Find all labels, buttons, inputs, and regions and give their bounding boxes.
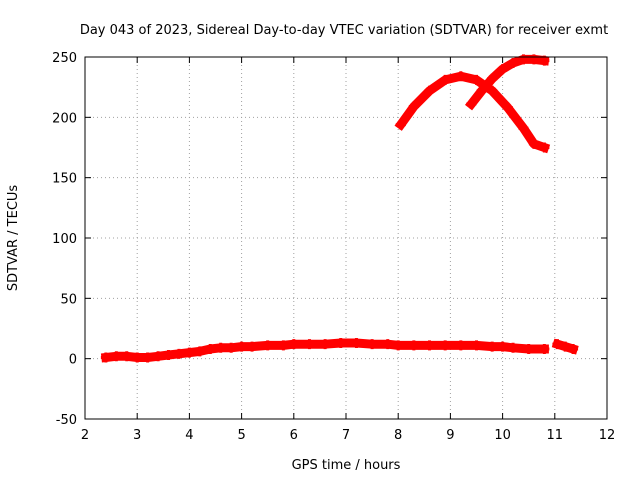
data-point xyxy=(278,340,289,351)
data-point xyxy=(205,344,216,355)
data-point xyxy=(351,337,362,348)
data-point xyxy=(508,58,519,69)
data-point xyxy=(476,85,487,96)
data-point xyxy=(497,341,508,352)
x-tick-label: 10 xyxy=(494,428,511,443)
series-line xyxy=(394,71,551,154)
y-tick-label: 200 xyxy=(52,111,77,126)
y-tick-label: 100 xyxy=(52,232,77,247)
data-point xyxy=(121,351,132,362)
data-point xyxy=(455,71,466,82)
x-tick-label: 2 xyxy=(81,428,89,443)
data-point xyxy=(395,119,406,130)
data-point xyxy=(215,342,226,353)
data-point xyxy=(539,142,550,153)
data-point xyxy=(539,344,550,355)
data-point xyxy=(153,351,164,362)
chart-title: Day 043 of 2023, Sidereal Day-to-day VTE… xyxy=(80,23,608,38)
data-point xyxy=(508,342,519,353)
data-marks xyxy=(100,54,579,363)
y-tick-label: -50 xyxy=(56,413,77,428)
data-point xyxy=(424,85,435,96)
data-point xyxy=(455,340,466,351)
data-point xyxy=(528,138,539,149)
data-point xyxy=(288,339,299,350)
x-tick-label: 11 xyxy=(547,428,564,443)
y-tick-label: 150 xyxy=(52,172,77,187)
data-point xyxy=(335,337,346,348)
tick-marks xyxy=(84,56,608,420)
data-point xyxy=(304,339,315,350)
data-point xyxy=(552,339,563,350)
data-point xyxy=(487,85,498,96)
data-point xyxy=(518,54,529,65)
data-point xyxy=(424,340,435,351)
grid-lines xyxy=(85,57,607,419)
x-tick-label: 5 xyxy=(237,428,245,443)
data-point xyxy=(100,352,111,363)
data-point xyxy=(466,99,477,110)
data-point xyxy=(382,339,393,350)
data-point xyxy=(502,102,513,113)
data-point xyxy=(393,340,404,351)
x-tick-label: 3 xyxy=(133,428,141,443)
data-point xyxy=(528,54,539,65)
tick-labels: 2 3 4 5 6 7 8 9 10 11 12 -50 0 50 100 150 200 250 xyxy=(52,51,615,443)
data-point xyxy=(568,344,579,355)
data-point xyxy=(247,341,258,352)
x-tick-label: 12 xyxy=(599,428,616,443)
data-point xyxy=(367,339,378,350)
data-point xyxy=(226,342,237,353)
data-point xyxy=(487,73,498,84)
y-tick-label: 50 xyxy=(60,292,77,307)
data-point xyxy=(262,340,273,351)
x-tick-label: 8 xyxy=(394,428,402,443)
data-point xyxy=(487,341,498,352)
y-axis-label: SDTVAR / TECUs xyxy=(6,185,21,292)
data-point xyxy=(497,64,508,75)
x-tick-label: 9 xyxy=(446,428,454,443)
data-point xyxy=(194,346,205,357)
data-point xyxy=(560,341,571,352)
data-point xyxy=(236,341,247,352)
data-point xyxy=(408,340,419,351)
data-point xyxy=(523,344,534,355)
data-point xyxy=(163,350,174,361)
x-tick-label: 7 xyxy=(342,428,350,443)
y-tick-label: 0 xyxy=(69,353,77,368)
data-point xyxy=(471,74,482,85)
data-point xyxy=(111,351,122,362)
x-axis-label: GPS time / hours xyxy=(292,458,401,473)
data-point xyxy=(471,340,482,351)
data-point xyxy=(320,339,331,350)
x-tick-label: 6 xyxy=(290,428,298,443)
data-point xyxy=(184,347,195,358)
data-point xyxy=(518,123,529,134)
x-tick-label: 4 xyxy=(185,428,193,443)
data-point xyxy=(440,340,451,351)
data-point xyxy=(132,352,143,363)
data-point xyxy=(408,101,419,112)
data-point xyxy=(440,74,451,85)
y-tick-label: 250 xyxy=(52,51,77,66)
data-point xyxy=(173,348,184,359)
data-point xyxy=(142,352,153,363)
